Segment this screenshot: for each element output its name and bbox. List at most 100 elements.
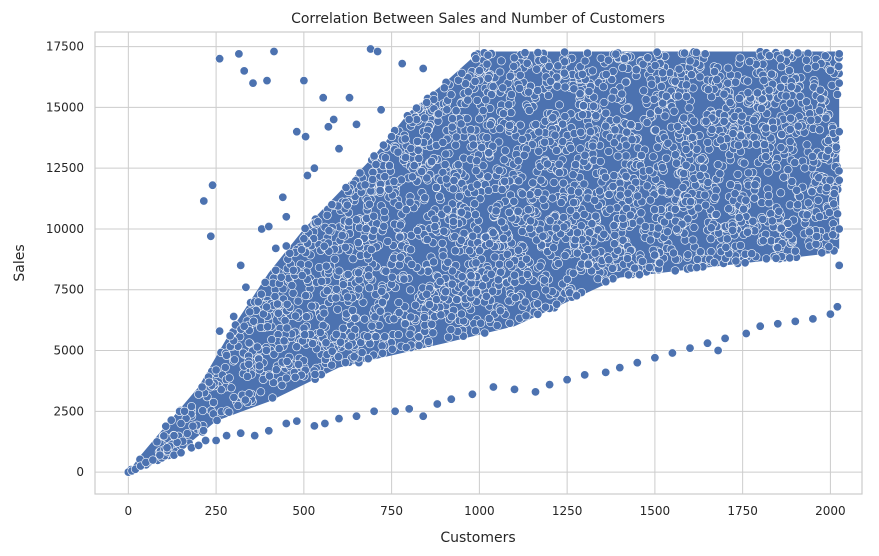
- scatter-point: [414, 332, 424, 342]
- scatter-point: [668, 248, 678, 258]
- scatter-point: [720, 333, 730, 343]
- scatter-point: [642, 181, 652, 191]
- scatter-point: [300, 224, 310, 234]
- scatter-point: [435, 192, 445, 202]
- scatter-point: [381, 266, 391, 276]
- scatter-point: [558, 119, 568, 129]
- scatter-point: [201, 435, 211, 445]
- scatter-point: [457, 272, 467, 282]
- scatter-point: [595, 186, 605, 196]
- scatter-point: [499, 155, 509, 165]
- scatter-point: [627, 135, 637, 145]
- scatter-point: [692, 254, 702, 264]
- scatter-point: [583, 245, 593, 255]
- scatter-point: [406, 144, 416, 154]
- scatter-point: [533, 48, 543, 58]
- outlier-point: [397, 59, 407, 69]
- x-tick-label: 1250: [552, 504, 583, 518]
- scatter-point: [719, 116, 729, 126]
- scatter-point: [548, 243, 558, 253]
- y-tick-label: 17500: [46, 40, 84, 54]
- outlier-point: [271, 243, 281, 253]
- scatter-point: [709, 258, 719, 268]
- scatter-point: [622, 103, 632, 113]
- scatter-point: [429, 257, 439, 267]
- scatter-point: [815, 85, 825, 95]
- scatter-point: [396, 175, 406, 185]
- scatter-point: [807, 187, 817, 197]
- scatter-point: [343, 269, 353, 279]
- scatter-point: [643, 53, 653, 63]
- scatter-point: [551, 223, 561, 233]
- scatter-point: [348, 305, 358, 315]
- outlier-point: [302, 171, 312, 181]
- outlier-point: [309, 163, 319, 173]
- scatter-point: [645, 109, 655, 119]
- scatter-point: [621, 77, 631, 87]
- scatter-point: [478, 161, 488, 171]
- scatter-point: [706, 223, 716, 233]
- scatter-point: [721, 242, 731, 252]
- scatter-point: [630, 263, 640, 273]
- scatter-point: [774, 206, 784, 216]
- scatter-point: [684, 103, 694, 113]
- scatter-point: [779, 172, 789, 182]
- scatter-point: [820, 51, 830, 61]
- scatter-point: [441, 174, 451, 184]
- scatter-point: [180, 406, 190, 416]
- outlier-point: [323, 122, 333, 132]
- scatter-point: [679, 113, 689, 123]
- scatter-point: [422, 289, 432, 299]
- scatter-point: [588, 66, 598, 76]
- scatter-point: [287, 280, 297, 290]
- scatter-point: [667, 348, 677, 358]
- scatter-point: [536, 175, 546, 185]
- scatter-point: [584, 86, 594, 96]
- scatter-point: [618, 63, 628, 73]
- scatter-point: [807, 152, 817, 162]
- scatter-point: [379, 221, 389, 231]
- outlier-point: [351, 119, 361, 129]
- y-tick-label: 7500: [53, 283, 84, 297]
- scatter-point: [353, 238, 363, 248]
- scatter-point: [488, 228, 498, 238]
- scatter-point: [436, 310, 446, 320]
- scatter-point: [802, 210, 812, 220]
- scatter-point: [422, 98, 432, 108]
- scatter-point: [504, 100, 514, 110]
- scatter-point: [776, 62, 786, 72]
- scatter-point: [632, 358, 642, 368]
- scatter-point: [793, 48, 803, 58]
- scatter-point: [334, 266, 344, 276]
- scatter-point: [500, 176, 510, 186]
- scatter-point: [683, 250, 693, 260]
- scatter-point: [498, 83, 508, 93]
- scatter-point: [420, 193, 430, 203]
- scatter-point: [547, 193, 557, 203]
- scatter-point: [301, 291, 311, 301]
- y-tick-label: 12500: [46, 161, 84, 175]
- scatter-point: [767, 69, 777, 79]
- scatter-point: [521, 311, 531, 321]
- scatter-point: [509, 384, 519, 394]
- scatter-point: [588, 101, 598, 111]
- scatter-point: [821, 113, 831, 123]
- scatter-point: [724, 204, 734, 214]
- scatter-point: [406, 312, 416, 322]
- scatter-point: [211, 365, 221, 375]
- scatter-point: [377, 286, 387, 296]
- scatter-point: [491, 206, 501, 216]
- scatter-point: [542, 159, 552, 169]
- scatter-point: [670, 204, 680, 214]
- scatter-point: [618, 235, 628, 245]
- scatter-point: [424, 299, 434, 309]
- scatter-point: [480, 328, 490, 338]
- x-tick-label: 1000: [464, 504, 495, 518]
- scatter-point: [622, 254, 632, 264]
- chart-title: Correlation Between Sales and Number of …: [291, 11, 665, 27]
- scatter-point: [783, 165, 793, 175]
- scatter-point: [446, 312, 456, 322]
- scatter-point: [484, 148, 494, 158]
- scatter-point: [696, 154, 706, 164]
